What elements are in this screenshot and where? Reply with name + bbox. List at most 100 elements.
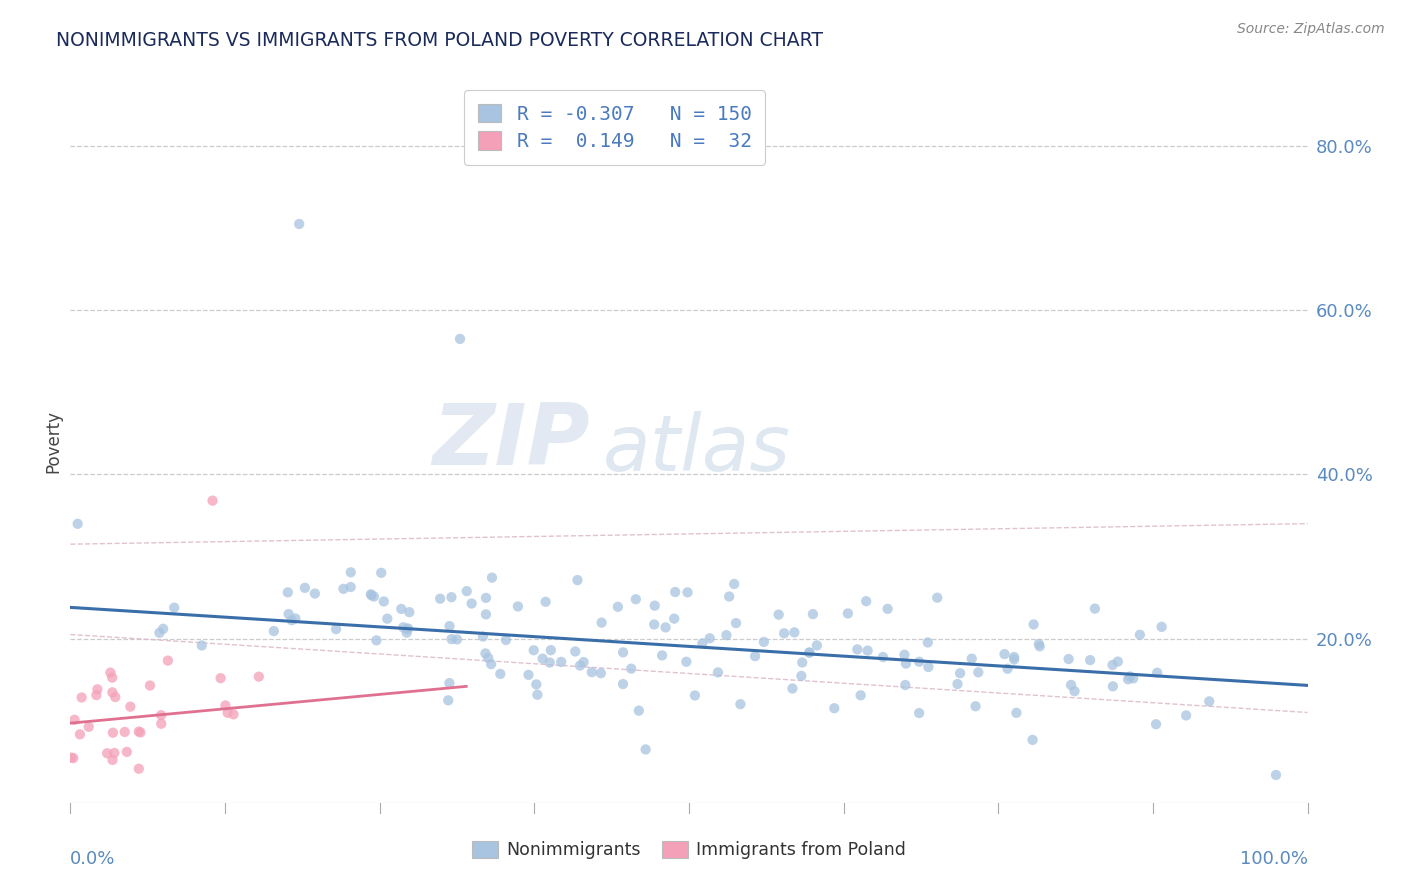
Point [523,643,546,657]
Point [1129,628,1152,642]
Point [917,660,939,674]
Point [366,633,388,648]
Text: Source: ZipAtlas.com: Source: ZipAtlas.com [1237,22,1385,37]
Point [190,639,212,653]
Point [783,625,806,640]
Point [908,706,931,720]
Point [823,701,845,715]
Point [263,624,285,639]
Point [129,725,152,739]
Point [591,615,613,630]
Point [86,682,108,697]
Point [495,632,517,647]
Point [997,662,1019,676]
Point [489,667,512,681]
Point [1101,657,1123,672]
Point [86,688,108,702]
Point [100,665,122,680]
Point [373,594,395,608]
Point [782,681,804,696]
Point [581,665,603,680]
Text: NONIMMIGRANTS VS IMMIGRANTS FROM POLAND POVERTY CORRELATION CHART: NONIMMIGRANTS VS IMMIGRANTS FROM POLAND … [56,31,824,50]
Point [128,724,150,739]
Point [217,706,239,720]
Point [247,670,270,684]
Point [456,584,478,599]
Point [846,642,869,657]
Point [69,727,91,741]
Point [332,582,354,596]
Point [449,332,471,346]
Text: ZIP: ZIP [432,400,591,483]
Point [284,611,307,625]
Point [540,643,562,657]
Point [429,591,451,606]
Point [773,626,796,640]
Point [872,650,894,665]
Point [1146,665,1168,680]
Point [1078,653,1101,667]
Text: atlas: atlas [602,410,790,487]
Point [837,607,859,621]
Point [360,588,382,602]
Point [440,590,463,604]
Point [152,622,174,636]
Point [801,607,824,621]
Point [101,685,124,699]
Point [849,689,872,703]
Point [360,587,382,601]
Point [115,745,138,759]
Point [634,742,657,756]
Point [1084,601,1107,615]
Point [101,671,124,685]
Point [624,592,647,607]
Point [304,586,326,600]
Point [148,625,170,640]
Point [475,607,498,622]
Point [395,622,418,636]
Point [101,725,124,739]
Point [567,573,589,587]
Legend: Nonimmigrants, Immigrants from Poland: Nonimmigrants, Immigrants from Poland [464,834,914,866]
Point [398,605,420,619]
Point [790,669,813,683]
Point [439,619,461,633]
Point [799,646,821,660]
Point [474,647,496,661]
Point [564,644,586,658]
Point [1002,652,1025,666]
Point [799,645,821,659]
Point [477,651,499,665]
Point [856,643,879,657]
Point [389,602,412,616]
Point [718,590,741,604]
Point [730,697,752,711]
Point [967,665,990,680]
Point [1175,708,1198,723]
Y-axis label: Poverty: Poverty [44,410,62,473]
Point [651,648,673,663]
Point [993,647,1015,661]
Point [163,600,186,615]
Point [1144,717,1167,731]
Point [1002,650,1025,665]
Point [1150,620,1173,634]
Point [460,597,482,611]
Point [128,762,150,776]
Point [855,594,877,608]
Text: 100.0%: 100.0% [1240,850,1308,868]
Point [716,628,738,642]
Point [120,699,142,714]
Point [222,707,245,722]
Point [339,566,361,580]
Point [531,651,554,665]
Point [339,580,361,594]
Point [201,493,224,508]
Point [620,662,643,676]
Point [471,630,494,644]
Point [101,753,124,767]
Point [683,689,706,703]
Point [526,688,548,702]
Point [1060,678,1083,692]
Point [437,693,460,707]
